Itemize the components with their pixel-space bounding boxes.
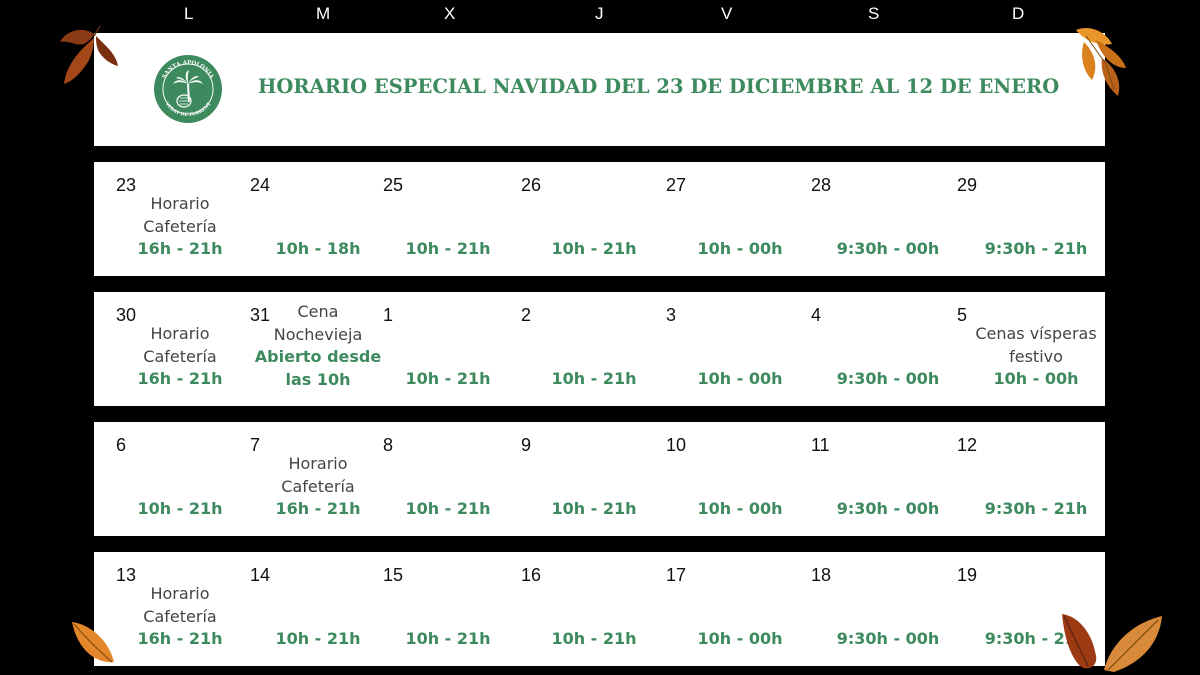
day-number: 29 <box>957 175 978 195</box>
day-number: 25 <box>383 175 404 195</box>
day-number: 27 <box>666 175 687 195</box>
week-row-4 <box>94 552 1105 666</box>
day-label: Horario Cafetería <box>143 584 217 626</box>
day-hours: 10h - 21h <box>405 499 491 518</box>
day-number: 10 <box>666 435 687 455</box>
day-hours: 9:30h - 21h <box>984 499 1088 518</box>
day-number: 7 <box>250 435 261 455</box>
autumn-leaves-top-left <box>60 25 118 84</box>
day-number: 13 <box>116 565 137 585</box>
day-number: 17 <box>666 565 687 585</box>
weekday-j: J <box>595 4 604 23</box>
day-hours: 9:30h - 00h <box>836 629 940 648</box>
santa-apolonia-logo: SANTA APOLONIA VEDAT DE TORRENT <box>154 55 222 123</box>
day-hours: 10h - 00h <box>697 499 783 518</box>
page-title: HORARIO ESPECIAL NAVIDAD DEL 23 DE DICIE… <box>258 75 1060 98</box>
weekday-s: S <box>868 4 880 23</box>
day-number: 28 <box>811 175 832 195</box>
day-hours: 10h - 00h <box>697 239 783 258</box>
day-number: 19 <box>957 565 978 585</box>
day-label: Horario Cafetería <box>143 194 217 236</box>
day-number: 24 <box>250 175 271 195</box>
day-label: Cenas vísperas festivo <box>975 324 1097 366</box>
day-number: 15 <box>383 565 404 585</box>
day-hours: 10h - 21h <box>551 629 637 648</box>
day-hours: 9:30h - 21h <box>984 239 1088 258</box>
day-number: 5 <box>957 305 968 325</box>
day-hours: 16h - 21h <box>137 629 223 648</box>
day-number: 14 <box>250 565 271 585</box>
day-hours: 16h - 21h <box>137 239 223 258</box>
day-hours: 9:30h - 21h <box>984 629 1088 648</box>
day-number: 8 <box>383 435 394 455</box>
autumn-leaf-bottom-left <box>72 622 114 663</box>
day-label: Horario Cafetería <box>281 454 355 496</box>
day-hours: 10h - 00h <box>697 369 783 388</box>
weekday-l: L <box>184 4 194 23</box>
week-row-3 <box>94 422 1105 536</box>
day-hours: 16h - 21h <box>137 369 223 388</box>
day-label: Horario Cafetería <box>143 324 217 366</box>
day-hours: 9:30h - 00h <box>836 499 940 518</box>
day-number: 2 <box>521 305 532 325</box>
day-hours: 10h - 21h <box>405 369 491 388</box>
day-number: 6 <box>116 435 127 455</box>
day-hours: Abierto desde las 10h <box>254 347 382 389</box>
day-hours: 10h - 18h <box>275 239 361 258</box>
day-hours: 10h - 21h <box>137 499 223 518</box>
weekday-v: V <box>721 4 733 23</box>
day-number: 4 <box>811 305 822 325</box>
day-number: 12 <box>957 435 978 455</box>
weekday-d: D <box>1012 4 1025 23</box>
day-hours: 10h - 21h <box>551 499 637 518</box>
day-number: 26 <box>521 175 542 195</box>
day-hours: 10h - 21h <box>551 369 637 388</box>
day-number: 9 <box>521 435 532 455</box>
day-label: Cena Nochevieja <box>273 302 363 344</box>
weekday-x: X <box>444 4 456 23</box>
day-number: 31 <box>250 305 271 325</box>
title-banner <box>94 33 1105 146</box>
day-hours: 10h - 21h <box>405 239 491 258</box>
autumn-leaves-top-right <box>1076 27 1126 96</box>
day-hours: 16h - 21h <box>275 499 361 518</box>
day-number: 16 <box>521 565 542 585</box>
day-number: 1 <box>383 305 394 325</box>
week-row-2 <box>94 292 1105 406</box>
week-row-1 <box>94 162 1105 276</box>
autumn-leaves-bottom-right <box>1062 614 1162 672</box>
day-number: 23 <box>116 175 137 195</box>
day-hours: 10h - 21h <box>405 629 491 648</box>
day-number: 18 <box>811 565 832 585</box>
weekday-m: M <box>316 4 331 23</box>
day-hours: 10h - 00h <box>697 629 783 648</box>
day-number: 30 <box>116 305 137 325</box>
day-hours: 10h - 21h <box>275 629 361 648</box>
day-number: 11 <box>811 435 830 455</box>
day-number: 3 <box>666 305 677 325</box>
day-hours: 10h - 00h <box>993 369 1079 388</box>
day-hours: 10h - 21h <box>551 239 637 258</box>
day-hours: 9:30h - 00h <box>836 239 940 258</box>
day-hours: 9:30h - 00h <box>836 369 940 388</box>
